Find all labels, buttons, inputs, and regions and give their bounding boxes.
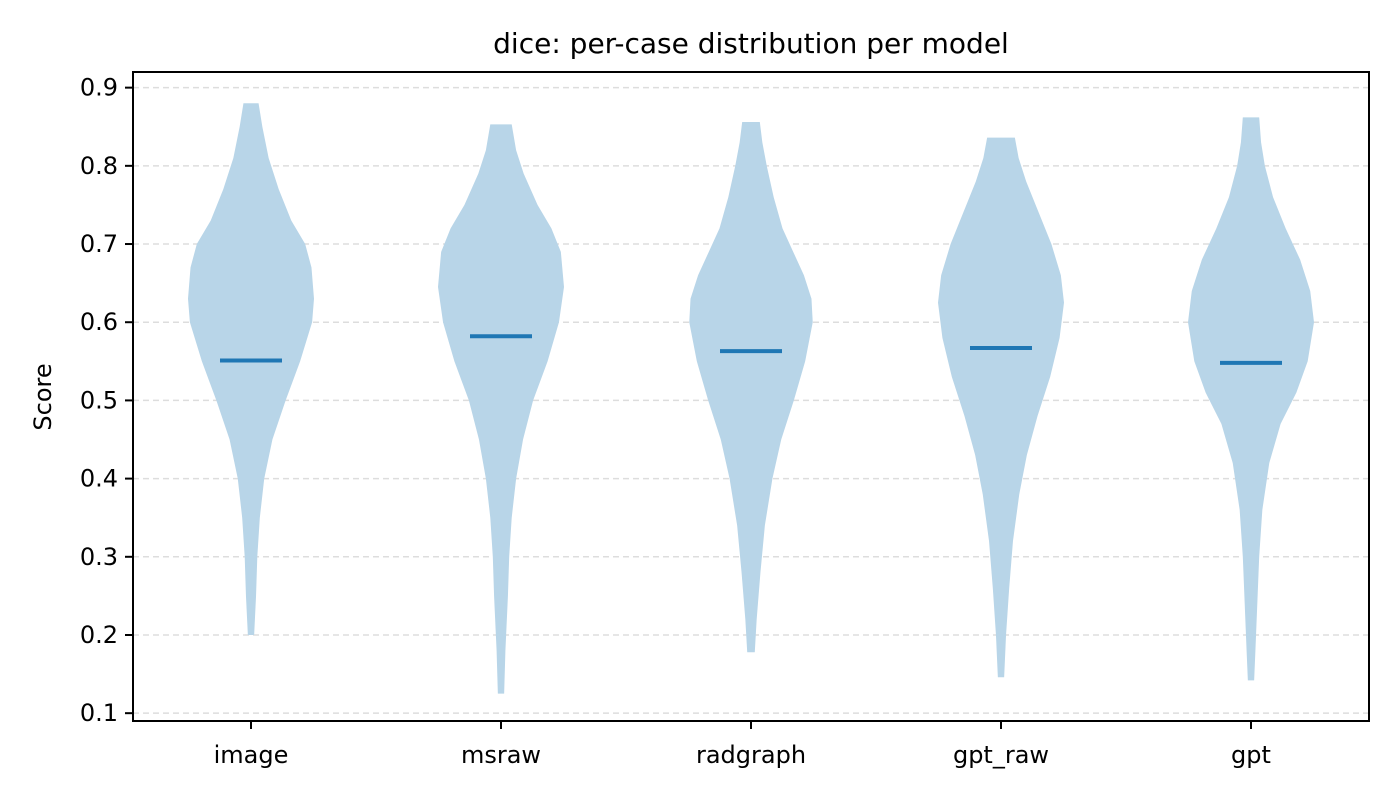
median-lines [220, 334, 1282, 365]
violin-gpt_raw [938, 137, 1064, 678]
y-tick-label: 0.1 [80, 699, 118, 727]
y-tick-label: 0.8 [80, 152, 118, 180]
violins [188, 103, 1314, 694]
violin-radgraph [689, 122, 813, 653]
plot-frame [132, 71, 1370, 722]
y-tick-label: 0.2 [80, 621, 118, 649]
violin-image [188, 103, 314, 635]
x-tick-label: image [214, 741, 289, 769]
y-tick-label: 0.5 [80, 386, 118, 414]
y-tick-label: 0.9 [80, 74, 118, 102]
x-axis-ticks: image msraw radgraph gpt_raw gpt [214, 721, 1271, 769]
y-tick-label: 0.6 [80, 308, 118, 336]
grid-lines [133, 86, 1369, 714]
x-tick-label: radgraph [696, 741, 806, 769]
y-tick-label: 0.3 [80, 543, 118, 571]
violin-gpt [1188, 117, 1314, 681]
x-tick-label: gpt_raw [953, 741, 1049, 769]
y-axis-ticks: 0.1 0.2 0.3 0.4 0.5 0.6 0.7 0.8 0.9 [80, 74, 133, 727]
y-tick-label: 0.7 [80, 230, 118, 258]
chart-title: dice: per-case distribution per model [493, 27, 1009, 60]
x-tick-label: gpt [1231, 741, 1271, 769]
violin-msraw [438, 124, 564, 694]
y-tick-label: 0.4 [80, 465, 118, 493]
x-tick-label: msraw [461, 741, 541, 769]
y-axis-label: Score [29, 363, 57, 430]
